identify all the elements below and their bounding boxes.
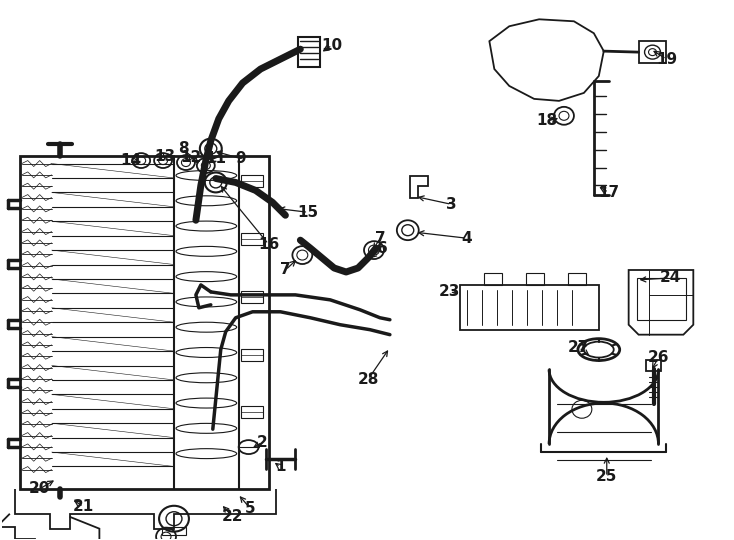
Text: 14: 14	[120, 153, 142, 168]
Bar	[639, 41, 666, 63]
Text: 26: 26	[647, 350, 669, 365]
Text: 7: 7	[374, 231, 385, 246]
Bar	[484, 273, 502, 285]
Text: 20: 20	[29, 481, 51, 496]
Text: 3: 3	[446, 197, 457, 212]
Bar	[568, 273, 586, 285]
Text: 24: 24	[660, 271, 681, 286]
Text: 5: 5	[245, 501, 256, 516]
Bar	[20, 156, 269, 489]
Text: 19: 19	[656, 52, 677, 66]
Bar	[636, 278, 686, 320]
Bar	[241, 349, 263, 361]
Text: 4: 4	[461, 231, 472, 246]
Text: 22: 22	[222, 509, 244, 524]
Text: 17: 17	[598, 185, 619, 200]
Text: 13: 13	[154, 149, 175, 164]
Text: 12: 12	[181, 150, 202, 165]
Text: 28: 28	[357, 372, 379, 387]
Text: 25: 25	[596, 469, 617, 484]
Text: 23: 23	[439, 285, 460, 299]
Bar	[646, 360, 661, 372]
Bar	[241, 176, 263, 187]
Text: 2: 2	[257, 435, 268, 450]
Text: 7: 7	[280, 262, 291, 278]
Text: 21: 21	[73, 500, 94, 514]
Text: 27: 27	[568, 340, 589, 355]
Bar	[526, 273, 544, 285]
Bar	[162, 526, 186, 535]
Text: 16: 16	[258, 237, 279, 252]
Bar	[298, 37, 320, 67]
Text: 6: 6	[377, 241, 388, 255]
Text: 9: 9	[236, 151, 246, 166]
Bar	[241, 291, 263, 303]
Text: 8: 8	[178, 141, 188, 156]
Text: 11: 11	[206, 151, 226, 166]
Text: 10: 10	[321, 38, 343, 53]
Bar	[241, 406, 263, 418]
Text: 18: 18	[537, 113, 558, 129]
Text: 1: 1	[275, 460, 286, 475]
Bar	[459, 285, 599, 330]
Bar	[241, 233, 263, 245]
Text: 15: 15	[298, 205, 319, 220]
